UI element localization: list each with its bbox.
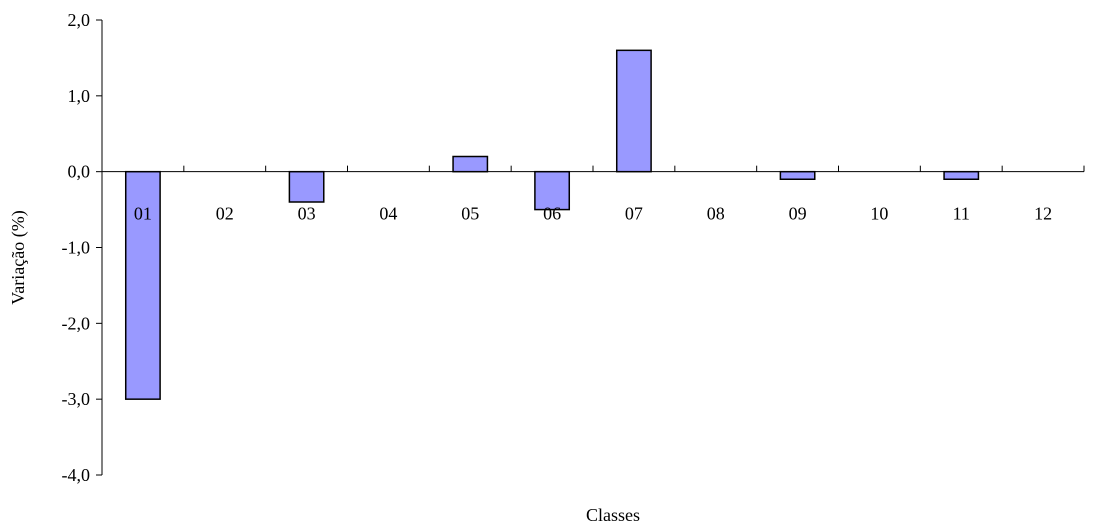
- x-tick-label: 11: [953, 204, 970, 224]
- x-tick-label: 07: [625, 204, 643, 224]
- x-tick-label: 05: [461, 204, 479, 224]
- bar-07: [615, 49, 652, 173]
- x-tick-label: 08: [707, 204, 725, 224]
- x-axis-title: Classes: [586, 505, 640, 525]
- axes: [101, 20, 1084, 475]
- bar-01: [124, 170, 161, 400]
- bar-03: [288, 170, 325, 203]
- x-tick-label: 02: [216, 204, 234, 224]
- x-tick-label: 01: [134, 204, 152, 224]
- y-tick-label: -1,0: [62, 238, 91, 258]
- y-tick-label: 1,0: [68, 86, 91, 106]
- x-tick-label: 04: [379, 204, 397, 224]
- x-tick-label: 03: [298, 204, 316, 224]
- y-axis-ticks: -4,0 -3,0 -2,0 -1,0 0,0 1,0 2,0: [62, 10, 102, 485]
- bars: [124, 49, 980, 400]
- x-tick-label: 06: [543, 204, 561, 224]
- y-tick-label: 2,0: [68, 10, 91, 30]
- x-tick-label: 12: [1034, 204, 1052, 224]
- y-tick-label: 0,0: [68, 162, 91, 182]
- y-tick-label: -3,0: [62, 389, 91, 409]
- bar-06: [534, 170, 571, 211]
- bar-11: [943, 170, 980, 181]
- bar-05: [452, 155, 489, 173]
- x-tick-label: 09: [789, 204, 807, 224]
- x-tick-label: 10: [870, 204, 888, 224]
- y-tick-label: -2,0: [62, 313, 91, 333]
- y-tick-label: -4,0: [62, 465, 91, 485]
- x-axis-ticks: 01 02 03 04 05 06 07 08 09 10 11 12: [101, 165, 1085, 224]
- bar-09: [779, 170, 816, 181]
- y-axis-title: Variação (%): [8, 210, 29, 304]
